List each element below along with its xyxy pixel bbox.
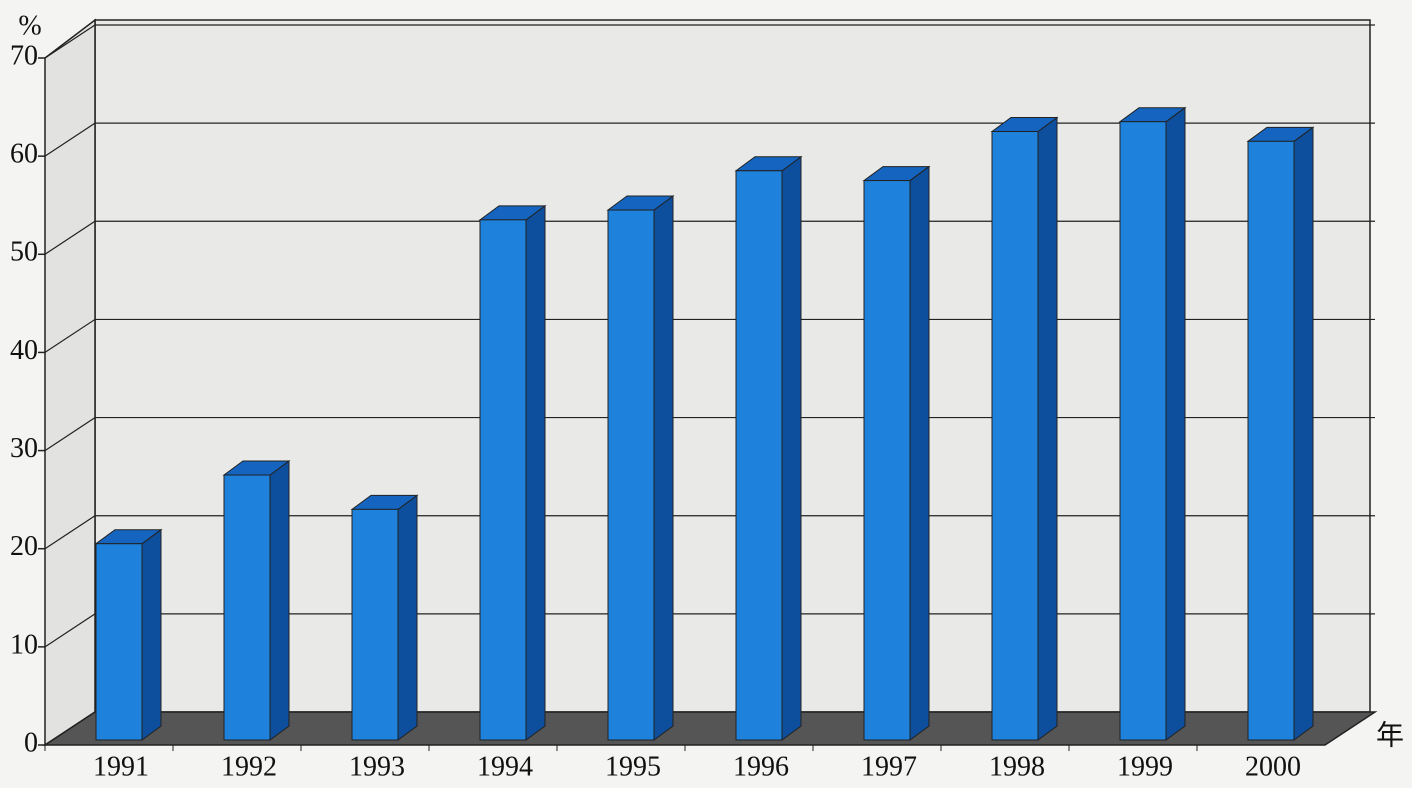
bar xyxy=(991,131,1039,741)
bar-side xyxy=(909,165,930,741)
y-tick-label: 30 xyxy=(10,433,38,464)
x-tick-label: 1998 xyxy=(989,751,1045,782)
y-tick-label: 40 xyxy=(10,335,38,366)
x-tick-label: 2000 xyxy=(1245,751,1301,782)
grid-line xyxy=(44,416,1375,452)
bar xyxy=(95,543,143,741)
y-tick-label: 50 xyxy=(10,237,38,268)
y-unit: % xyxy=(18,10,41,41)
bar-side xyxy=(1165,106,1186,741)
bar-side xyxy=(781,155,802,741)
bar-side xyxy=(141,528,162,741)
bar xyxy=(479,219,527,741)
x-tick-label: 1996 xyxy=(733,751,789,782)
x-tick-label: 1993 xyxy=(349,751,405,782)
grid-line xyxy=(44,318,1375,353)
bar xyxy=(607,209,655,741)
bar-side xyxy=(653,195,674,741)
x-unit: 年 xyxy=(1376,719,1404,751)
y-tick-label: 20 xyxy=(10,531,38,562)
bar-side xyxy=(269,460,290,741)
bar xyxy=(1247,140,1295,741)
bar-side xyxy=(1293,126,1314,741)
bar xyxy=(351,508,399,741)
x-tick-label: 1991 xyxy=(93,751,149,782)
x-tick-label: 1997 xyxy=(861,751,917,782)
bar-side xyxy=(1037,116,1058,741)
y-tick-label: 10 xyxy=(10,629,38,660)
x-tick-label: 1994 xyxy=(477,751,533,782)
grid-line xyxy=(44,613,1375,648)
x-tick-label: 1999 xyxy=(1117,751,1173,782)
y-tick-label: 60 xyxy=(10,139,38,170)
bar xyxy=(1119,121,1167,741)
bar xyxy=(863,180,911,741)
bar-side xyxy=(525,204,546,741)
y-tick-label: 70 xyxy=(10,40,38,71)
x-tick-label: 1992 xyxy=(221,751,277,782)
grid-line xyxy=(44,515,1375,550)
bar-side xyxy=(397,494,418,741)
y-tick-label: 0 xyxy=(24,727,38,758)
bar xyxy=(223,474,271,741)
grid-line xyxy=(44,122,1375,157)
bar xyxy=(735,170,783,741)
grid-line xyxy=(44,24,1375,59)
grid-line xyxy=(44,220,1375,255)
x-tick-label: 1995 xyxy=(605,751,661,782)
